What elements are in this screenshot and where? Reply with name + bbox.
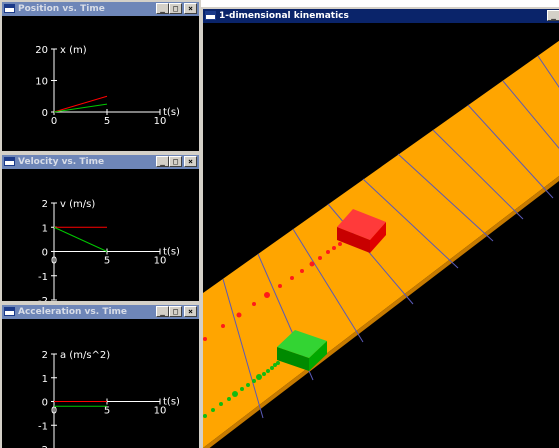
position-graph-area: 20 10 0 0 5 10 x (m) t(s) <box>2 16 199 151</box>
y-tick-label: 0 <box>42 248 48 259</box>
velocity-window[interactable]: Velocity vs. Time _ □ × 210-1-20510v (m/… <box>0 153 201 303</box>
position-window-title: Position vs. Time <box>18 4 105 14</box>
y-tick-label: 1 <box>42 374 48 385</box>
x-tick-label: 0 <box>51 256 57 267</box>
acceleration-window-title: Acceleration vs. Time <box>18 307 128 317</box>
green-box <box>277 330 327 371</box>
green-trail <box>203 361 280 418</box>
app-icon <box>205 11 216 20</box>
scene-window-titlebar[interactable]: 1-dimensional kinematics _ □ <box>203 9 559 23</box>
minimize-button[interactable]: _ <box>156 156 169 167</box>
position-window[interactable]: Position vs. Time _ □ × 20 10 0 0 5 10 x (m) t(… <box>0 0 201 153</box>
green-series-line <box>53 226 108 252</box>
acceleration-chart: 210-1-20510a (m/s^2)t(s) <box>38 350 180 448</box>
app-icon <box>4 157 15 166</box>
x-axis-label: t(s) <box>163 107 180 118</box>
x-tick-label: 0 <box>51 116 57 127</box>
minimize-button[interactable]: _ <box>156 306 169 317</box>
scene-window-title: 1-dimensional kinematics <box>219 11 349 21</box>
scene-window[interactable]: 1-dimensional kinematics _ □ <box>201 7 559 448</box>
y-tick-label: -2 <box>38 445 48 448</box>
y-tick-label: -2 <box>38 296 48 301</box>
track <box>203 40 559 448</box>
maximize-button[interactable]: □ <box>169 306 182 317</box>
y-tick-label: 0 <box>42 108 48 119</box>
y-tick-label: 2 <box>42 350 48 361</box>
x-tick-label: 5 <box>104 116 110 127</box>
x-tick-label: 5 <box>104 406 110 417</box>
y-axis-label: a (m/s^2) <box>60 350 110 361</box>
y-tick-label: 1 <box>42 223 48 234</box>
x-tick-label: 10 <box>154 116 167 127</box>
app-icon <box>4 4 15 13</box>
acceleration-graph-area: 210-1-20510a (m/s^2)t(s) <box>2 319 199 448</box>
red-series-line <box>53 95 108 113</box>
y-tick-label: 20 <box>35 45 48 56</box>
green-series-line <box>53 103 108 113</box>
close-button[interactable]: × <box>184 156 197 167</box>
x-tick-label: 5 <box>104 256 110 267</box>
red-box <box>337 209 386 253</box>
x-axis-label: t(s) <box>163 247 180 258</box>
minimize-button[interactable]: _ <box>156 3 169 14</box>
position-window-titlebar[interactable]: Position vs. Time _ □ × <box>2 2 199 16</box>
scene-canvas[interactable] <box>203 23 559 448</box>
scene-viewport[interactable] <box>203 23 559 448</box>
position-chart: 20 10 00 5 10 x (m) t(s) <box>35 45 180 127</box>
minimize-button[interactable]: _ <box>547 10 559 21</box>
velocity-window-titlebar[interactable]: Velocity vs. Time _ □ × <box>2 155 199 169</box>
y-tick-label: 10 <box>35 77 48 88</box>
x-tick-label: 0 <box>51 406 57 417</box>
velocity-window-title: Velocity vs. Time <box>18 157 105 167</box>
y-tick-label: -1 <box>38 421 48 432</box>
x-tick-label: 10 <box>154 406 167 417</box>
x-tick-label: 10 <box>154 256 167 267</box>
close-button[interactable]: × <box>184 3 197 14</box>
y-axis-label: v (m/s) <box>60 199 95 210</box>
y-tick-label: 0 <box>42 398 48 409</box>
velocity-chart: 210-1-20510v (m/s)t(s) <box>38 199 180 301</box>
close-button[interactable]: × <box>184 306 197 317</box>
acceleration-window[interactable]: Acceleration vs. Time _ □ × 210-1-20510a… <box>0 303 201 448</box>
app-icon <box>4 307 15 316</box>
track-edge <box>203 176 559 448</box>
y-tick-label: -1 <box>38 272 48 283</box>
x-axis-label: t(s) <box>163 397 180 408</box>
y-axis-label: x (m) <box>60 45 87 56</box>
velocity-graph-area: 210-1-20510v (m/s)t(s) <box>2 169 199 301</box>
maximize-button[interactable]: □ <box>169 156 182 167</box>
y-tick-label: 2 <box>42 199 48 210</box>
acceleration-window-titlebar[interactable]: Acceleration vs. Time _ □ × <box>2 305 199 319</box>
maximize-button[interactable]: □ <box>169 3 182 14</box>
